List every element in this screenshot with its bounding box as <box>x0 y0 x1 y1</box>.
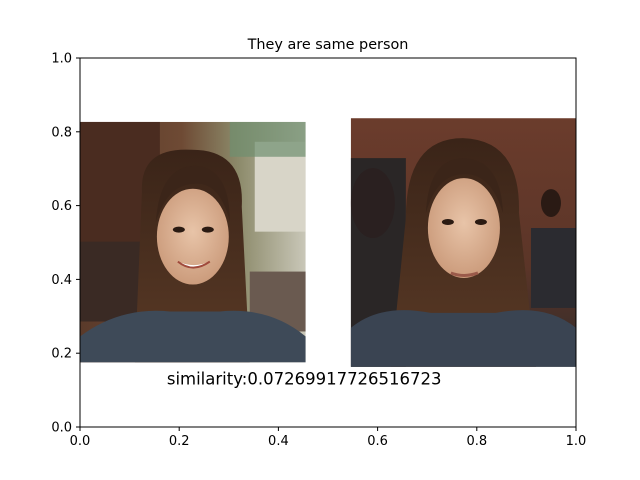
y-tick-label: 0.2 <box>51 347 72 362</box>
x-tick-label: 0.8 <box>466 434 487 449</box>
x-axis: 0.0 0.2 0.4 0.6 0.8 1.0 <box>70 427 587 449</box>
chart-title: They are same person <box>247 37 409 53</box>
face-photo-left <box>80 121 306 363</box>
y-tick-label: 0.4 <box>51 273 72 288</box>
y-tick-label: 1.0 <box>51 52 72 67</box>
similarity-annotation: similarity:0.07269917726516723 <box>167 370 442 389</box>
y-tick-label: 0.6 <box>51 199 72 214</box>
x-tick-label: 0.6 <box>367 434 388 449</box>
x-tick-label: 0.0 <box>70 434 91 449</box>
face-photo-right <box>350 118 577 367</box>
x-tick-label: 0.4 <box>268 434 289 449</box>
axes: 0.0 0.2 0.4 0.6 0.8 1.0 0.0 0.2 0.4 0.6 0.8 1.0 <box>51 52 586 450</box>
x-tick-label: 1.0 <box>566 434 587 449</box>
y-tick-label: 0.8 <box>51 125 72 140</box>
y-axis: 0.0 0.2 0.4 0.6 0.8 1.0 <box>51 52 80 436</box>
y-tick-label: 0.0 <box>51 421 72 436</box>
axes-frame <box>79 57 577 428</box>
x-tick-label: 0.2 <box>169 434 190 449</box>
